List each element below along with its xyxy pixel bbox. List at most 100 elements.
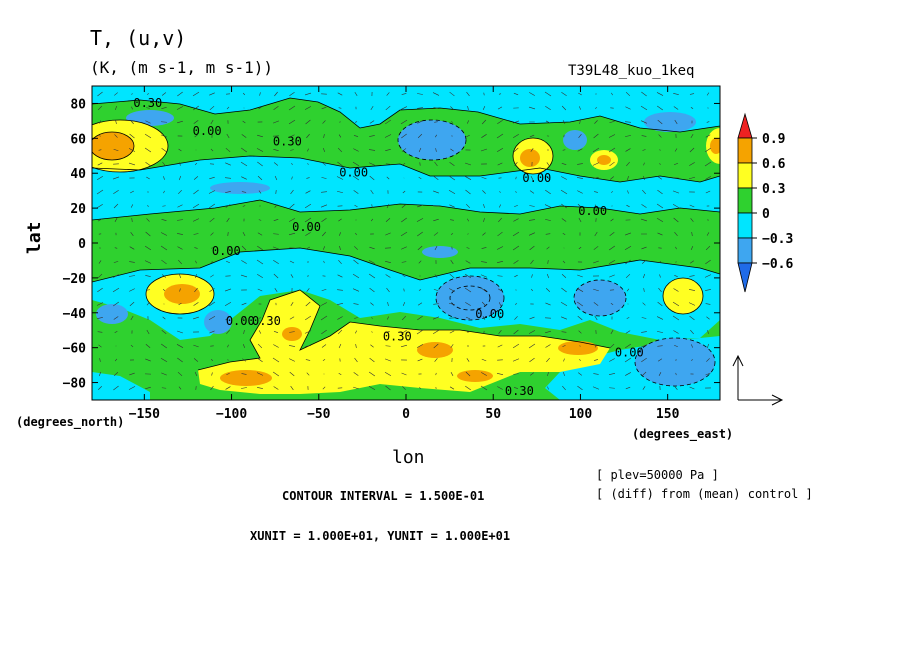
wind-vector	[417, 204, 423, 208]
wind-vector	[481, 134, 487, 138]
wind-vector	[226, 217, 230, 223]
wind-vector	[625, 91, 631, 97]
wind-vector	[402, 190, 406, 194]
wind-vector	[658, 176, 662, 180]
wind-vector	[115, 119, 117, 125]
colorbar-label: 0.3	[762, 182, 785, 197]
wind-vector	[642, 273, 646, 279]
wind-vector	[593, 302, 599, 306]
wind-vector	[626, 288, 630, 292]
wind-vector	[226, 246, 230, 250]
wind-vector	[257, 288, 263, 292]
wind-vector	[273, 162, 279, 166]
wind-vector	[322, 246, 326, 250]
wind-vector	[499, 315, 501, 321]
wind-vector	[561, 331, 567, 333]
wind-vector	[241, 191, 247, 193]
wind-vector	[210, 385, 214, 391]
wind-vector	[304, 106, 312, 110]
wind-vector	[193, 358, 199, 362]
wind-vector	[192, 218, 200, 222]
wind-vector	[114, 247, 118, 249]
wind-vector	[673, 330, 679, 334]
wind-vector	[385, 218, 391, 222]
wind-vector	[258, 106, 262, 110]
orange-region	[92, 132, 134, 160]
wind-vector	[369, 162, 375, 166]
wind-vector	[464, 176, 472, 180]
wind-vector	[145, 289, 151, 291]
wind-vector	[288, 105, 296, 111]
wind-vector	[177, 246, 183, 250]
wind-vector	[208, 315, 216, 321]
wind-vector	[114, 330, 118, 334]
wind-vector	[288, 218, 296, 222]
wind-vector	[513, 134, 519, 138]
wind-vector	[224, 302, 232, 306]
wind-vector	[529, 134, 535, 138]
wind-vector	[641, 371, 647, 377]
wind-vector	[384, 358, 392, 362]
x-tick-label: −150	[129, 407, 160, 422]
wind-vector	[690, 329, 694, 335]
wind-vector	[256, 372, 264, 376]
wind-vector	[465, 385, 471, 391]
wind-vector	[97, 218, 103, 222]
wind-vector	[179, 288, 181, 292]
wind-vector	[177, 371, 183, 377]
wind-vector	[625, 259, 631, 265]
wind-vector	[177, 91, 183, 97]
wind-vector	[689, 162, 695, 166]
wind-vector	[322, 231, 326, 237]
y-axis-label: lat	[24, 221, 45, 254]
wind-vector	[705, 259, 711, 265]
wind-vector	[305, 246, 311, 250]
wind-vector	[288, 232, 296, 236]
wind-vector	[433, 107, 439, 109]
x-units: (degrees_east)	[632, 427, 734, 441]
wind-vector	[322, 162, 326, 166]
wind-vector	[193, 189, 199, 195]
wind-vector	[161, 259, 167, 265]
wind-vector	[147, 93, 149, 95]
wind-vector	[305, 315, 311, 321]
wind-vector	[593, 133, 599, 139]
wind-vector	[385, 232, 391, 236]
wind-vector	[545, 302, 551, 306]
wind-vector	[98, 386, 102, 390]
wind-vector	[113, 148, 119, 152]
y-tick-label: −60	[63, 342, 87, 357]
contour-label: 0.30	[273, 134, 302, 148]
wind-vector	[690, 133, 694, 139]
wind-vector	[560, 189, 568, 195]
colorbar: 0.9 0.6 0.3 0 −0.3 −0.6	[737, 112, 793, 293]
wind-vector	[178, 259, 182, 265]
y-tick-label: −20	[63, 272, 87, 287]
x-axis-label: lon	[392, 447, 425, 468]
wind-vector	[515, 302, 517, 306]
plot-title: T, (u,v)	[90, 26, 187, 50]
wind-vector	[433, 303, 439, 305]
wind-vector	[131, 217, 133, 223]
y-tick-label: −80	[63, 377, 87, 392]
wind-vector	[259, 317, 261, 319]
wind-vector	[577, 203, 583, 209]
wind-vector	[514, 205, 518, 207]
wind-vector	[386, 92, 390, 96]
wind-vector	[177, 204, 183, 208]
wind-vector	[674, 232, 678, 236]
wind-vector	[290, 149, 294, 151]
wind-vector	[243, 344, 245, 348]
wind-vector	[387, 301, 389, 307]
wind-vector	[339, 245, 341, 251]
wind-vector	[417, 93, 423, 95]
wind-vector	[195, 260, 197, 264]
wind-vector	[353, 386, 359, 390]
wind-vector	[145, 231, 151, 237]
wind-vector	[322, 147, 326, 153]
orange-region	[457, 370, 493, 382]
wind-vector	[339, 232, 341, 236]
contour-label: 0.30	[133, 96, 162, 110]
wind-vector	[673, 288, 679, 292]
